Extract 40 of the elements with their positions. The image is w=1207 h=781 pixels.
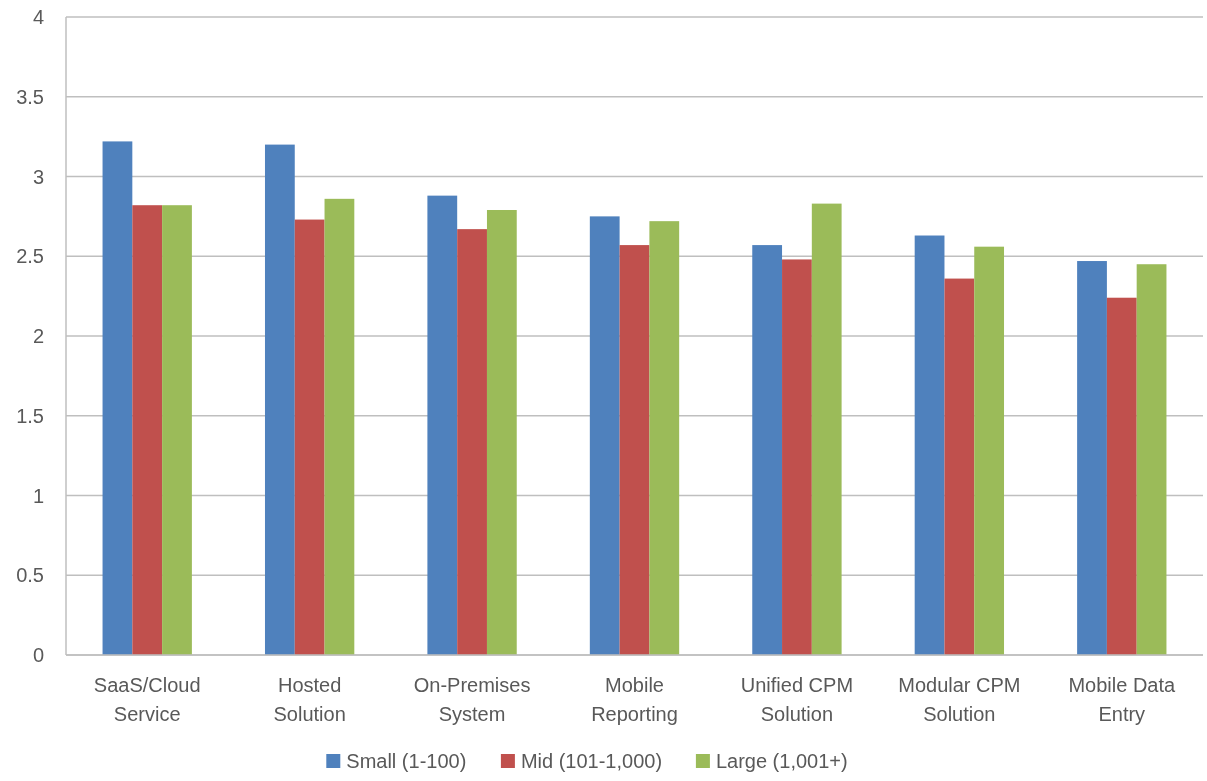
- y-tick-label: 3.5: [16, 85, 44, 108]
- x-tick-label: SaaS/Cloud Service: [93, 674, 201, 725]
- bar: [589, 216, 620, 655]
- bar: [427, 195, 458, 655]
- bar: [102, 141, 133, 655]
- x-tick-label: Mobile Reporting: [591, 674, 678, 725]
- bar: [132, 205, 163, 655]
- y-tick-label: 1.5: [16, 404, 44, 427]
- bar: [649, 221, 680, 655]
- bar: [782, 259, 812, 655]
- bar: [294, 219, 325, 655]
- y-tick-label: 0: [32, 644, 44, 666]
- bar: [1106, 297, 1137, 655]
- bar: [1077, 261, 1107, 655]
- y-tick-label: 3: [32, 165, 44, 188]
- bar: [752, 245, 783, 655]
- bar: [619, 245, 650, 655]
- x-tick-label: Modular CPM Solution: [898, 674, 1021, 725]
- y-tick-label: 1: [32, 484, 44, 507]
- bar: [457, 229, 487, 655]
- x-tick-label: Hosted Solution: [273, 674, 346, 725]
- bar: [264, 144, 295, 655]
- legend-label: Large (1,001+): [715, 750, 848, 772]
- x-tick-label: Mobile Data Entry: [1068, 674, 1177, 725]
- y-tick-label: 2.5: [16, 245, 44, 268]
- y-tick-label: 4: [32, 6, 44, 28]
- legend-label: Small (1-100): [346, 750, 467, 772]
- bar: [324, 198, 355, 655]
- bar: [486, 210, 517, 655]
- y-tick-label: 2: [32, 325, 44, 347]
- bar: [1136, 264, 1167, 655]
- bar: [944, 278, 975, 655]
- y-tick-label: 0.5: [16, 564, 44, 587]
- legend-label: Mid (101-1,000): [520, 750, 663, 772]
- bar: [162, 205, 192, 655]
- bar: [914, 235, 945, 655]
- bar: [811, 203, 842, 655]
- bar: [974, 246, 1005, 655]
- x-tick-label: On-Premises System: [413, 674, 531, 725]
- x-tick-label: Unified CPM Solution: [740, 674, 854, 725]
